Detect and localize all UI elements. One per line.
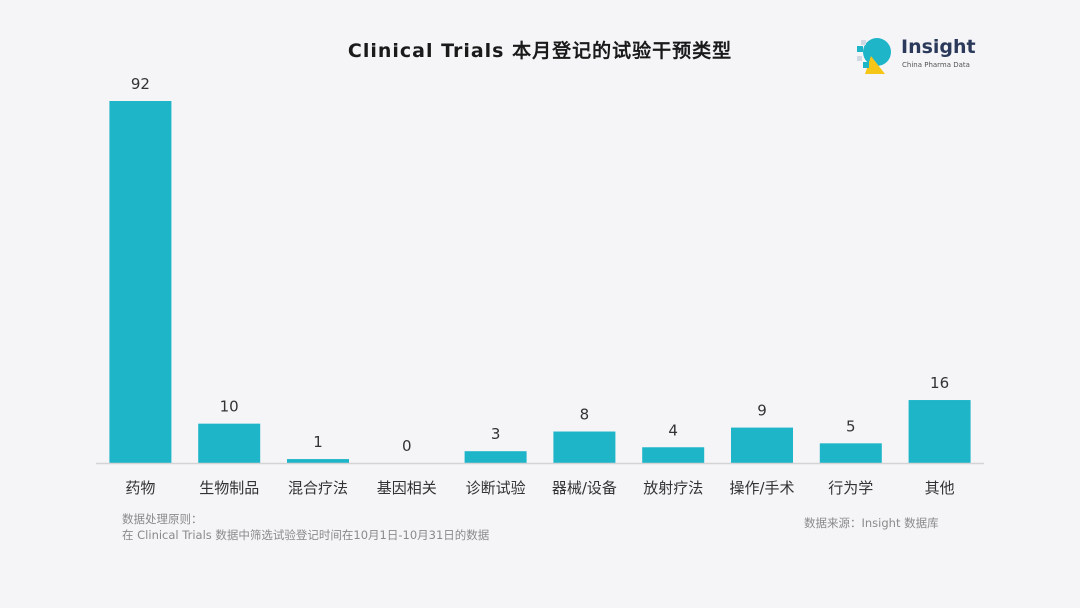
bar-4 [464, 451, 527, 463]
method-text: 在 Clinical Trials 数据中筛选试验登记时间在10月1日-10月3… [122, 528, 490, 542]
data-label-8: 5 [846, 417, 856, 435]
data-label-9: 16 [930, 374, 949, 392]
bar-9 [908, 400, 971, 463]
category-label-8: 行为学 [828, 479, 873, 497]
bar-0 [109, 101, 172, 463]
category-label-0: 药物 [125, 479, 155, 497]
insight-logo: Insight China Pharma Data [855, 34, 976, 74]
method-label: 数据处理原则： [122, 512, 203, 526]
chart-title: Clinical Trials 本月登记的试验干预类型 [347, 40, 733, 62]
category-label-9: 其他 [925, 479, 955, 497]
category-label-7: 操作/手术 [729, 479, 794, 497]
bars-layer [109, 101, 971, 463]
category-label-6: 放射疗法 [643, 479, 703, 497]
category-label-4: 诊断试验 [466, 479, 526, 497]
bar-5 [553, 431, 616, 463]
data-label-1: 10 [220, 398, 239, 416]
category-label-5: 器械/设备 [552, 479, 617, 497]
data-label-6: 4 [668, 421, 678, 439]
data-label-2: 1 [313, 433, 323, 451]
insight-logo-icon [857, 38, 891, 74]
category-label-1: 生物制品 [199, 479, 259, 497]
bar-2 [287, 459, 349, 463]
data-label-4: 3 [491, 425, 501, 443]
bar-1 [198, 423, 261, 463]
data-label-0: 92 [131, 75, 150, 93]
data-label-5: 8 [580, 406, 590, 424]
bar-7 [731, 427, 793, 463]
data-label-7: 9 [757, 402, 767, 420]
source-note: 数据来源：Insight 数据库 [804, 516, 939, 530]
data-label-3: 0 [402, 437, 412, 455]
labels-layer: 92 药物 10 生物制品 1 混合疗法 0 基因相关 3 诊断试验 8 器械/设备 4 放射疗法 9 操作/… [125, 75, 954, 497]
logo-name: Insight [901, 36, 976, 58]
logo-subtitle: China Pharma Data [902, 61, 970, 69]
bar-6 [642, 447, 705, 463]
bar-8 [819, 443, 882, 463]
category-label-3: 基因相关 [377, 479, 437, 497]
category-label-2: 混合疗法 [288, 479, 348, 497]
